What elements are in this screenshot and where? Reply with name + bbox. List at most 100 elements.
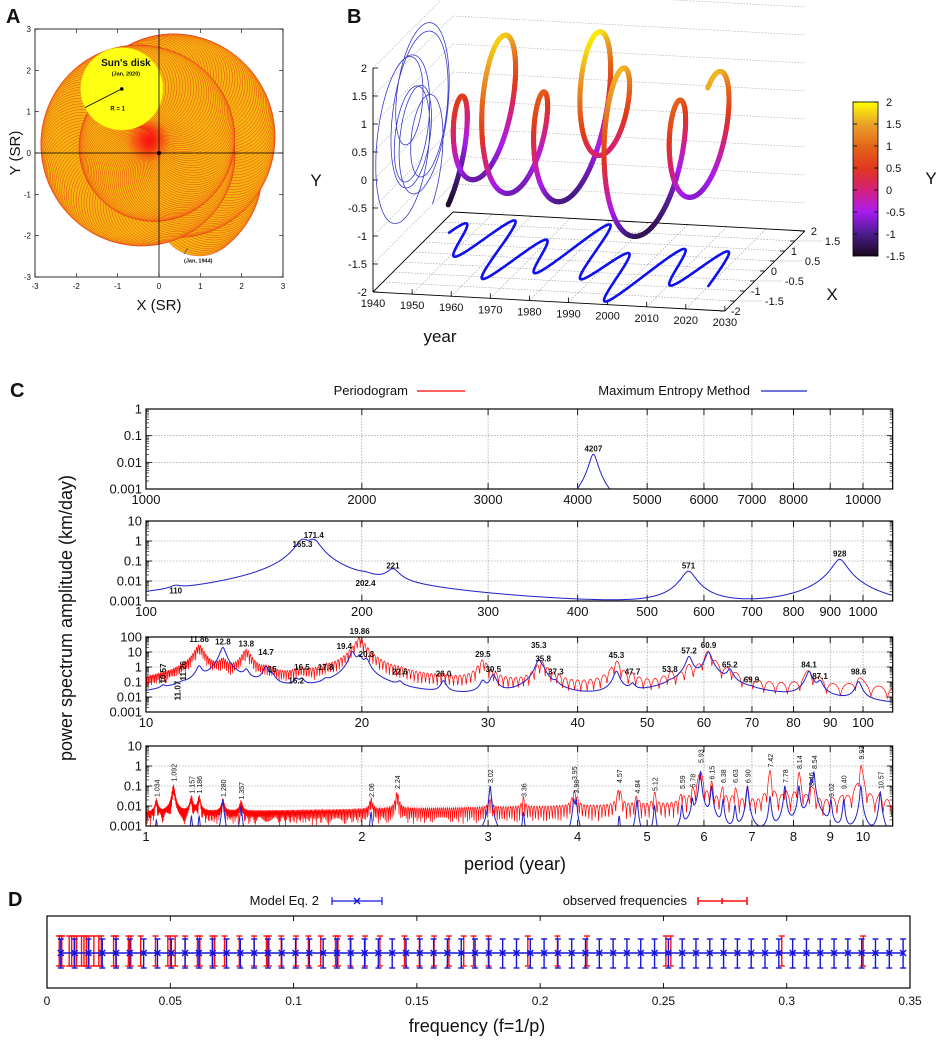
x-axis-label: frequency (f=1/p) (409, 1016, 546, 1036)
panel-label-c: C (10, 380, 24, 402)
disk-center-dot (119, 87, 124, 91)
x-tick-label: 10 (139, 715, 153, 730)
y-tick-label: 0.01 (117, 574, 142, 589)
peak-label: 9.40 (842, 775, 849, 789)
panel-a-sun-disk-envelope (40, 33, 276, 257)
peak-label: 4.84 (635, 780, 642, 794)
mem-curve (146, 453, 893, 489)
x-tick-label: 200 (351, 604, 373, 619)
peak-label: 7.78 (783, 769, 790, 783)
x-tick-label: 8000 (779, 492, 808, 507)
curves (146, 453, 893, 489)
y-tick-label: 10 (128, 514, 142, 529)
peak-label: 35.3 (531, 641, 547, 650)
peak-label: 6.90 (745, 769, 752, 783)
peak-label: 171.4 (304, 531, 325, 540)
x-axis-label: period (year) (464, 854, 566, 874)
x-tick-label: 50 (640, 715, 654, 730)
peak-label: 5.78 (690, 774, 697, 788)
peak-label: 928 (833, 549, 847, 558)
peak-label: 1.280 (221, 779, 228, 797)
peak-label: 165.3 (292, 540, 313, 549)
floor-projection-curve (447, 219, 731, 303)
floor-grid-line (382, 281, 735, 302)
x-tick-label: 40 (570, 715, 584, 730)
x-tick-label: 7 (748, 829, 755, 844)
sun-disk-label: Sun's disk (101, 58, 151, 69)
x-tick-label: 1 (791, 246, 797, 258)
peak-label: 45.3 (609, 651, 625, 660)
x-tick-label: 4000 (563, 492, 592, 507)
peak-label: 2.24 (395, 775, 402, 789)
y-tick-label: 0.01 (117, 690, 142, 705)
mem-curve (146, 538, 893, 601)
peak-label: 15 (268, 665, 277, 674)
year-axis-label: year (423, 327, 456, 346)
x-tick-label: 90 (823, 715, 837, 730)
x-tick-label: 3 (484, 829, 491, 844)
peak-label: 69.9 (744, 675, 760, 684)
y-tick-label: 0 (361, 175, 367, 187)
year-tick-label: 1990 (556, 309, 580, 321)
colorbar-label: Y (925, 169, 936, 188)
x-tick-label: 0.5 (805, 256, 820, 268)
x-tick-label: 6 (700, 829, 707, 844)
x-tick-label: 3000 (474, 492, 503, 507)
x-tick-label: 20 (355, 715, 369, 730)
x-tick-label: 30 (481, 715, 495, 730)
y-tick-label: -1.5 (348, 259, 367, 271)
peak-label: 1.092 (171, 764, 178, 782)
x-tick-label: 80 (786, 715, 800, 730)
y-tick-label: 1 (135, 534, 142, 549)
x-tick-label: 10000 (845, 492, 881, 507)
colorbar (852, 101, 879, 257)
x-tick-label: 70 (745, 715, 759, 730)
peak-label: 1.157 (189, 776, 196, 794)
x-tick-label: 100 (852, 715, 874, 730)
x-tick-label: -3 (31, 282, 39, 291)
y-tick-label: 0.1 (124, 675, 142, 690)
peak-label: 7.42 (768, 754, 775, 768)
y-tick-label: 10 (128, 645, 142, 660)
x-tick-label: 0.2 (532, 994, 549, 1008)
peak-label: 8.54 (812, 755, 819, 769)
x-tick-label: -1 (751, 286, 761, 298)
y-tick-label: 0.001 (109, 705, 142, 720)
y-tick-label: 0.001 (109, 819, 142, 834)
colorbar-tick-label: 0.5 (886, 163, 901, 175)
x-tick-label: 2 (239, 282, 244, 291)
year-tick-label: 1940 (361, 298, 385, 310)
year-tick-label: 1970 (478, 304, 502, 316)
y-tick-label: -3 (24, 273, 32, 282)
y-tick-label: -1 (24, 190, 32, 199)
curves (146, 637, 893, 703)
x-axis-label: X (SR) (137, 297, 182, 314)
peak-label: 4207 (584, 444, 602, 453)
x-tick-label: 2 (358, 829, 365, 844)
year-tick-label: 1980 (517, 306, 541, 318)
y-tick-label: 1 (361, 119, 367, 131)
periodogram-curve (146, 764, 893, 826)
peak-label: 221 (386, 561, 400, 570)
curves (146, 764, 893, 826)
y-tick-label: 0 (27, 149, 32, 158)
y-tick-label: 0.1 (124, 554, 142, 569)
peak-label: 98.6 (851, 667, 867, 676)
x-tick-label: 300 (477, 604, 499, 619)
x-tick-label: 0.25 (652, 994, 676, 1008)
peak-label: 57.2 (681, 647, 697, 656)
radius-label: R = 1 (110, 106, 125, 112)
x-tick-label: 8 (790, 829, 797, 844)
legend-observed-label: observed frequencies (563, 893, 688, 908)
y-tick-label: -2 (24, 232, 32, 241)
year-tick-label: 1960 (439, 302, 463, 314)
colorbar-tick-label: 1 (886, 141, 892, 153)
colorbar-tick-label: 1.5 (886, 119, 901, 131)
colorbar-tick-label: 2 (886, 97, 892, 109)
y-tick-label: 1 (135, 660, 142, 675)
peak-label: 84.1 (801, 660, 817, 669)
